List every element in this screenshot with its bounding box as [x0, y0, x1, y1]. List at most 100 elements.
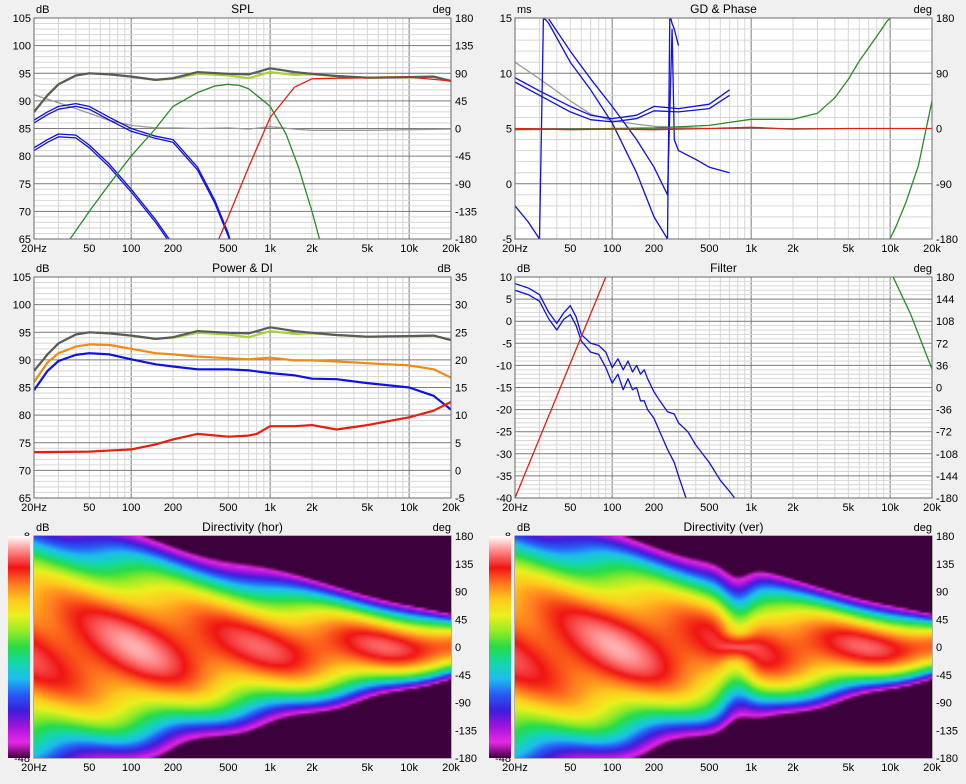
- power_di-ylabel: dB: [36, 263, 49, 275]
- y2-tick-label: -108: [936, 449, 958, 461]
- y-tick-label: 80: [19, 410, 31, 422]
- y-tick-label: -10: [496, 360, 512, 372]
- y-tick-label: -25: [496, 427, 512, 439]
- y2-tick-label: 35: [455, 272, 467, 284]
- series-line-7: [34, 136, 168, 239]
- x-tick-label: 200: [645, 762, 663, 774]
- x-tick-label: 50: [564, 502, 576, 514]
- x-tick-label: 200: [164, 762, 182, 774]
- y-tick-label: 90: [19, 355, 31, 367]
- x-tick-label: 100: [122, 243, 140, 255]
- dir_hor-y2label: deg: [433, 522, 451, 534]
- y-tick-label: 105: [13, 272, 31, 284]
- y2-tick-label: 135: [455, 559, 473, 571]
- spl-chart: SPL dB deg 20Hz 50 100 200 500 1k 2k 5k 10k 20k 65 70 7…: [13, 2, 477, 255]
- x-tick-label: 10k: [881, 243, 899, 255]
- y-tick-label: -15: [496, 383, 512, 395]
- series-line-3: [515, 277, 607, 498]
- y2-tick-label: 0: [455, 124, 461, 136]
- y-tick-label: -20: [496, 405, 512, 417]
- y2-tick-label: -45: [936, 670, 952, 682]
- power_di-y2label: dB: [438, 263, 451, 275]
- y2-tick-label: 90: [936, 587, 948, 599]
- x-tick-label: 2k: [306, 243, 318, 255]
- x-tick-label: 1k: [264, 243, 276, 255]
- y-tick-label: 90: [19, 96, 31, 108]
- x-tick-label: 5k: [362, 762, 374, 774]
- series-line-1: [34, 94, 451, 131]
- x-tick-label: 10k: [400, 243, 418, 255]
- x-tick-label: 50: [564, 243, 576, 255]
- y-tick-label: 70: [19, 206, 31, 218]
- x-tick-label: 20Hz: [21, 502, 47, 514]
- y-tick-label: 5: [506, 294, 512, 306]
- x-tick-label: 100: [603, 243, 621, 255]
- y2-tick-label: -90: [936, 179, 952, 191]
- y-tick-label: 85: [19, 124, 31, 136]
- y-tick-label: 85: [19, 383, 31, 395]
- x-tick-label: 50: [83, 502, 95, 514]
- y-tick-label: 0: [506, 316, 512, 328]
- filter-ylabel: dB: [517, 263, 530, 275]
- y2-tick-label: -135: [455, 725, 477, 737]
- y-tick-label: 105: [13, 13, 31, 25]
- x-tick-label: 20Hz: [502, 502, 528, 514]
- x-tick-label: 20k: [442, 502, 460, 514]
- x-tick-label: 5k: [843, 502, 855, 514]
- x-tick-label: 5k: [843, 243, 855, 255]
- x-tick-label: 5k: [362, 502, 374, 514]
- y2-tick-label: 90: [455, 68, 467, 80]
- x-tick-label: 100: [122, 762, 140, 774]
- x-tick-label: 5k: [843, 762, 855, 774]
- series-line-6: [515, 18, 891, 131]
- y2-tick-label: -180: [936, 753, 958, 765]
- y2-tick-label: -90: [455, 179, 471, 191]
- x-tick-label: 500: [700, 502, 718, 514]
- x-tick-label: 20Hz: [502, 762, 528, 774]
- series-line-1: [515, 282, 736, 498]
- spl-ylabel: dB: [36, 4, 49, 16]
- dir_ver-colorbar: [489, 536, 511, 758]
- y-tick-label: -5: [502, 338, 512, 350]
- y2-tick-label: 5: [455, 438, 461, 450]
- y-tick-label: 95: [19, 327, 31, 339]
- x-tick-label: 500: [219, 243, 237, 255]
- y2-tick-label: -135: [936, 725, 958, 737]
- y-tick-label: -35: [496, 471, 512, 483]
- series-line-3: [34, 343, 451, 383]
- y-tick-label: 70: [19, 465, 31, 477]
- series-line-7: [889, 100, 932, 239]
- x-tick-label: 1k: [264, 502, 276, 514]
- dir_hor-heatmap-image: [34, 536, 451, 758]
- y2-tick-label: 144: [936, 294, 954, 306]
- x-tick-label: 100: [122, 502, 140, 514]
- series-line-2: [34, 326, 451, 372]
- x-tick-label: 10k: [881, 762, 899, 774]
- y2-tick-label: 90: [455, 587, 467, 599]
- spl-series-group: [34, 67, 451, 239]
- y2-tick-label: 45: [455, 96, 467, 108]
- series-line-8: [515, 126, 932, 131]
- x-tick-label: 100: [603, 762, 621, 774]
- y2-tick-label: 45: [936, 614, 948, 626]
- y2-tick-label: 180: [455, 531, 473, 543]
- y2-tick-label: 72: [936, 338, 948, 350]
- spl-y2label: deg: [433, 4, 451, 16]
- y2-tick-label: 180: [936, 13, 954, 25]
- y-tick-label: 10: [500, 68, 512, 80]
- x-tick-label: 10k: [400, 762, 418, 774]
- series-line-9: [218, 76, 451, 239]
- series-line-4: [34, 102, 231, 239]
- x-tick-label: 2k: [306, 762, 318, 774]
- x-tick-label: 1k: [264, 762, 276, 774]
- y2-tick-label: 0: [936, 383, 942, 395]
- y-tick-label: 95: [19, 68, 31, 80]
- gd_phase-y2label: deg: [914, 4, 932, 16]
- y2-tick-label: -180: [455, 753, 477, 765]
- x-tick-label: 2k: [306, 502, 318, 514]
- y2-tick-label: 180: [936, 272, 954, 284]
- x-tick-label: 500: [219, 502, 237, 514]
- x-tick-label: 2k: [787, 502, 799, 514]
- y2-tick-label: 20: [455, 355, 467, 367]
